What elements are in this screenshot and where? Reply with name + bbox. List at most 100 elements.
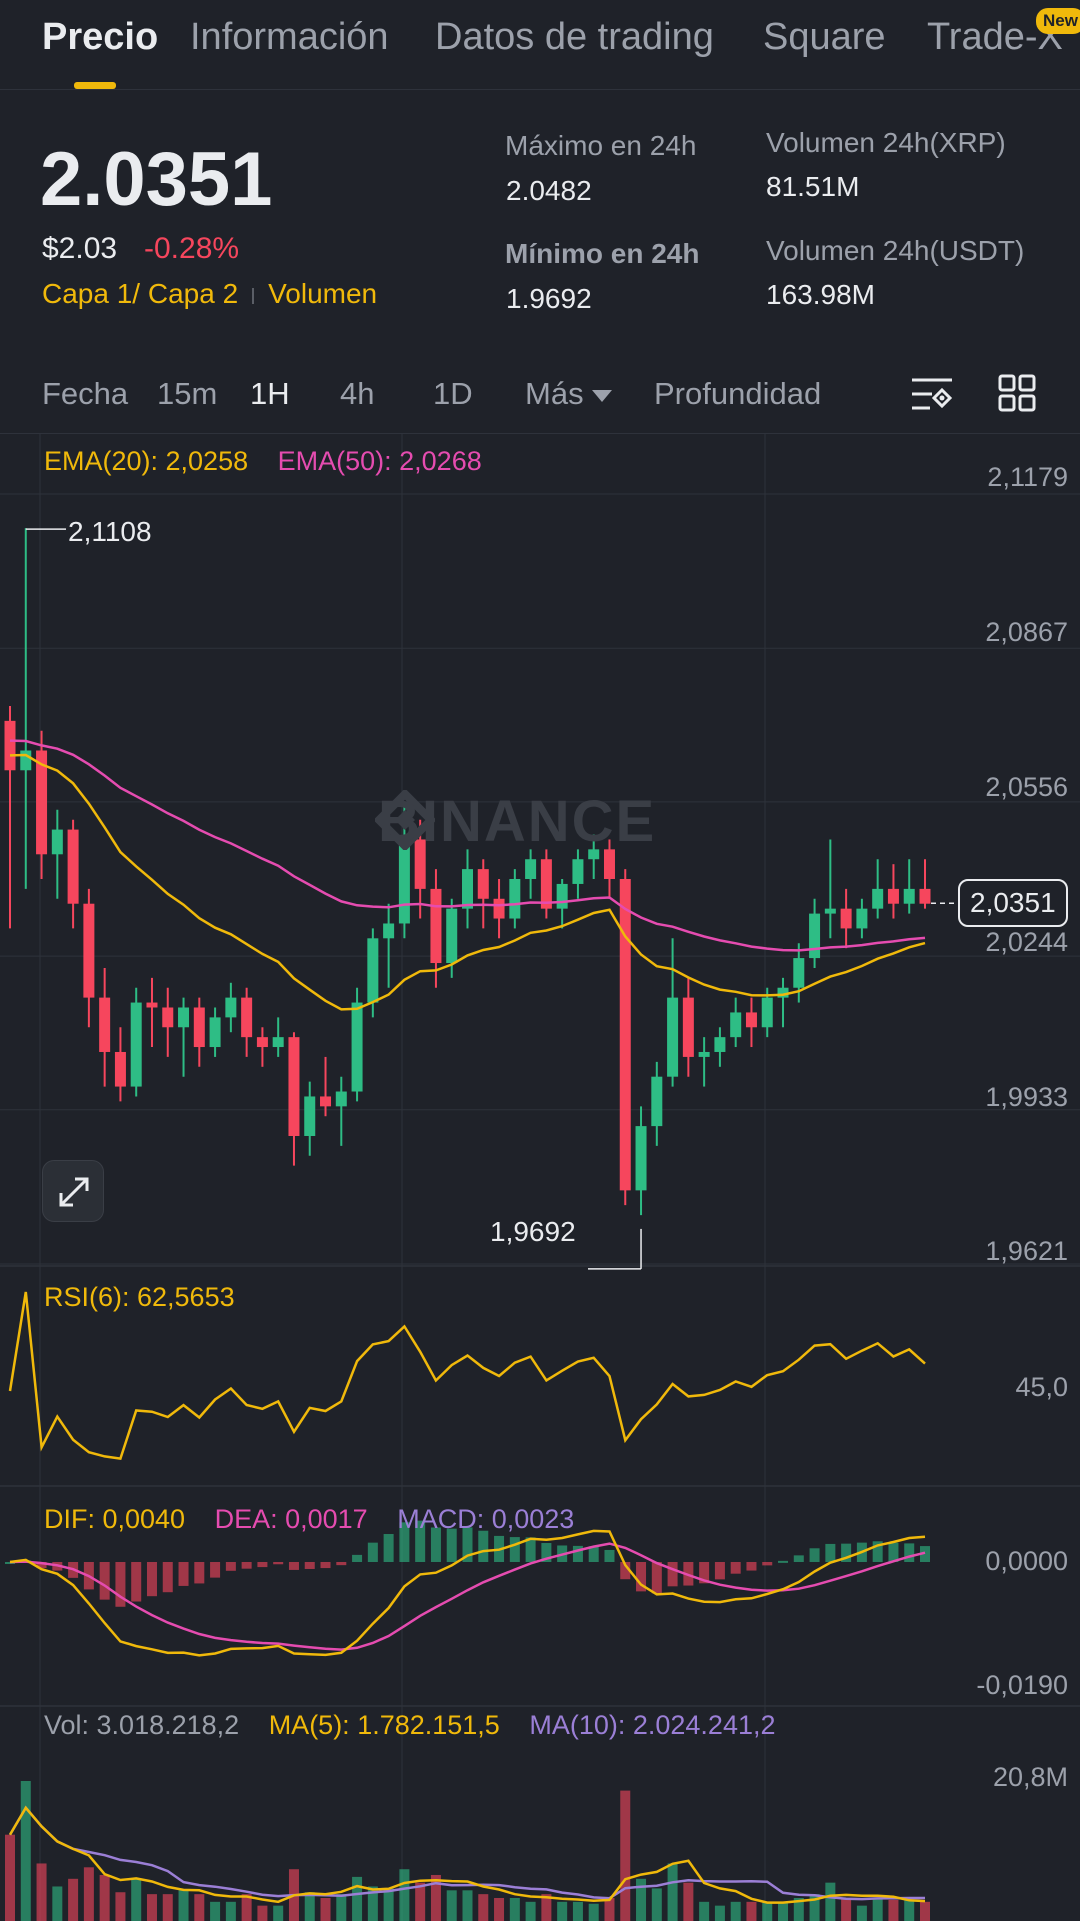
candle-body — [225, 997, 237, 1018]
more-label: Más — [525, 376, 584, 411]
ma5-value: MA(5): 1.782.151,5 — [268, 1710, 500, 1740]
candle-body — [840, 908, 852, 929]
candle-body — [241, 997, 253, 1038]
candle-body — [540, 859, 552, 909]
ema20-line — [9, 753, 926, 1011]
volume-bar — [430, 1874, 441, 1921]
interval-4h[interactable]: 4h — [340, 376, 375, 411]
price-tick: 2,0867 — [985, 617, 1068, 647]
candle-body — [398, 839, 410, 924]
volume-bar — [399, 1869, 410, 1921]
macd-histogram-bar — [920, 1546, 930, 1562]
volume-bar — [20, 1781, 31, 1921]
volume-bar — [572, 1901, 583, 1921]
tab-datos-de-trading[interactable]: Datos de trading — [435, 16, 714, 58]
interval-1d[interactable]: 1D — [433, 376, 473, 411]
volume-bar — [604, 1897, 615, 1921]
volume-bar — [415, 1882, 426, 1921]
macd-histogram-bar — [115, 1562, 126, 1607]
interval-1h[interactable]: 1H — [250, 376, 290, 411]
candle-body — [824, 908, 836, 914]
volume-bar — [225, 1901, 236, 1921]
price-usd: $2.03 — [42, 232, 118, 265]
tag-layer[interactable]: Capa 1/ Capa 2 — [42, 278, 239, 309]
macd-histogram-bar — [746, 1562, 757, 1571]
volume-bar — [683, 1882, 694, 1921]
volume-bar — [778, 1901, 789, 1921]
macd-histogram-bar — [446, 1528, 457, 1562]
macd-histogram-bar — [509, 1537, 520, 1562]
candle-body — [178, 1007, 190, 1028]
chart-settings-icon[interactable] — [910, 374, 954, 414]
kline-chart[interactable]: BINANCE EMA(20): 2,0258 EMA(50): 2,0268 … — [0, 434, 1080, 1921]
volume-bar — [825, 1882, 836, 1921]
macd-histogram-bar — [131, 1562, 142, 1602]
fullscreen-button[interactable] — [42, 1160, 104, 1222]
tab-square[interactable]: Square — [763, 16, 886, 58]
interval-bar: Fecha 15m 1H 4h 1D Más Profundidad — [0, 354, 1080, 434]
macd-histogram-bar — [383, 1534, 394, 1562]
tab-informacion[interactable]: Información — [190, 16, 389, 58]
candle-body — [414, 839, 426, 889]
macd-histogram-bar — [588, 1546, 599, 1562]
volume-bar — [809, 1894, 820, 1921]
new-badge: New — [1036, 8, 1080, 34]
volume-bar — [588, 1903, 599, 1921]
macd-histogram-bar — [541, 1543, 552, 1562]
interval-15m[interactable]: 15m — [157, 376, 218, 411]
interval-depth[interactable]: Profundidad — [654, 376, 822, 411]
candle-body — [619, 879, 631, 1191]
volume-bar — [856, 1905, 867, 1921]
ema50-value: EMA(50): 2,0268 — [277, 446, 482, 476]
vol-quote-label: Volumen 24h(USDT) — [766, 235, 1025, 266]
volume-bar — [36, 1863, 47, 1921]
volume-bar — [541, 1894, 552, 1921]
interval-fecha[interactable]: Fecha — [42, 376, 129, 411]
tag-separator — [252, 287, 255, 304]
vol-legend: Vol: 3.018.218,2 MA(5): 1.782.151,5 MA(1… — [44, 1710, 776, 1741]
candle-body — [4, 720, 16, 771]
volume-bar — [446, 1890, 457, 1921]
volume-bar — [304, 1892, 315, 1921]
price-tick: 1,9933 — [985, 1082, 1068, 1112]
macd-histogram-bar — [809, 1548, 820, 1562]
volume-bar — [509, 1897, 520, 1921]
macd-histogram-bar — [825, 1543, 836, 1562]
candle-body — [477, 869, 489, 899]
tag-volume[interactable]: Volumen — [268, 278, 378, 309]
candle-body — [509, 879, 521, 919]
ema50-line — [9, 739, 926, 952]
macd-histogram-bar — [304, 1562, 315, 1569]
chart-canvas — [0, 434, 1080, 1921]
candle-body — [603, 849, 615, 879]
vol-value: Vol: 3.018.218,2 — [44, 1710, 240, 1740]
rsi-value: RSI(6): 62,5653 — [44, 1282, 235, 1312]
macd-histogram-bar — [525, 1537, 536, 1562]
macd-histogram-bar — [730, 1562, 741, 1574]
candle-body — [872, 888, 884, 909]
macd-histogram-bar — [667, 1562, 678, 1587]
candle-body — [256, 1037, 268, 1048]
macd-histogram-bar — [320, 1562, 331, 1569]
macd-histogram-bar — [762, 1562, 773, 1566]
volume-bar — [730, 1901, 741, 1921]
vol-ma10-line — [8, 1805, 925, 1901]
dea-line — [9, 1542, 926, 1651]
tab-precio[interactable]: Precio — [42, 16, 159, 58]
candle-body — [383, 923, 395, 939]
volume-bar — [68, 1878, 79, 1921]
macd-histogram-bar — [888, 1542, 899, 1562]
volume-bar — [699, 1901, 710, 1921]
more-dropdown[interactable]: Más — [525, 376, 612, 412]
candle-body — [667, 997, 679, 1077]
dea-value: DEA: 0,0017 — [214, 1504, 368, 1534]
candle-body — [209, 1017, 221, 1048]
expand-icon — [59, 1177, 89, 1207]
candle-body — [777, 987, 789, 998]
macd-histogram-bar — [399, 1522, 410, 1562]
volume-bar — [52, 1886, 63, 1921]
volume-bar — [462, 1890, 473, 1921]
candle-body — [462, 869, 473, 909]
grid-layout-icon[interactable] — [998, 374, 1036, 412]
volume-bar — [83, 1867, 94, 1921]
